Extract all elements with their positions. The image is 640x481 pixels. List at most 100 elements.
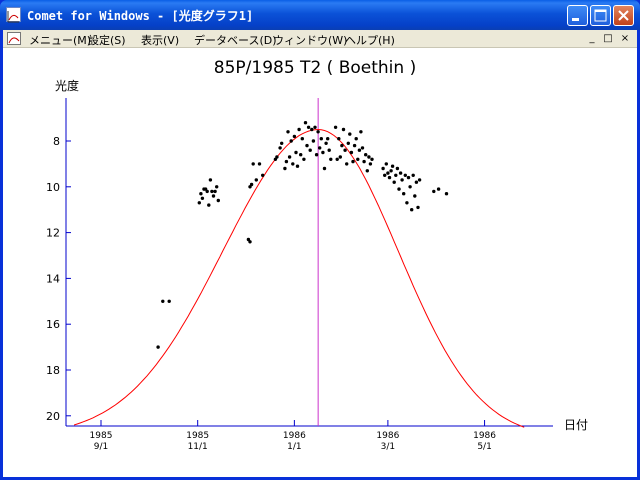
- observation-point: [398, 171, 403, 175]
- observation-point: [294, 150, 298, 155]
- observation-point: [278, 146, 282, 150]
- observation-point: [359, 130, 363, 134]
- observation-point: [360, 146, 365, 150]
- observation-point: [292, 134, 297, 139]
- title-bar[interactable]: Comet for Windows - [光度グラフ1]: [0, 0, 640, 30]
- observation-point: [389, 169, 393, 173]
- minimize-button[interactable]: [567, 5, 588, 26]
- x-tick-label-year: 1986: [283, 431, 306, 441]
- observation-point: [200, 196, 205, 200]
- observation-point: [205, 189, 209, 194]
- brightness-chart: 85P/1985 T2 ( Boethin ) 光度 日付 8 10 12 14 16 1…: [46, 58, 588, 452]
- chart-area: 85P/1985 T2 ( Boethin ) 光度 日付 8 10 12 14 16 1…: [3, 48, 637, 477]
- observation-point: [314, 153, 319, 157]
- minimize-icon: [572, 18, 579, 21]
- y-tick-label: 18: [46, 364, 60, 377]
- close-icon: [618, 10, 629, 21]
- observation-point: [387, 175, 392, 180]
- observation-point: [327, 148, 331, 152]
- observation-point: [324, 141, 328, 145]
- observation-point: [394, 173, 398, 177]
- light-curve: [73, 128, 525, 428]
- observation-point: [311, 139, 316, 143]
- observation-point: [289, 139, 293, 143]
- observation-point: [416, 205, 420, 210]
- window-border: [0, 477, 640, 480]
- observation-point: [306, 125, 311, 129]
- observation-point: [349, 150, 354, 155]
- observation-point: [351, 159, 355, 164]
- observation-point: [257, 162, 262, 166]
- observation-point: [413, 194, 417, 198]
- observation-point: [390, 164, 395, 168]
- maximize-icon: [594, 9, 607, 22]
- observation-point: [356, 157, 360, 161]
- observation-point: [343, 148, 347, 152]
- x-tick-label-year: 1986: [376, 431, 399, 441]
- observation-point: [368, 162, 373, 166]
- observation-point: [370, 157, 374, 161]
- observation-point: [364, 153, 368, 157]
- app-icon[interactable]: [6, 7, 21, 23]
- observation-point: [299, 153, 303, 157]
- y-tick-label: 14: [46, 272, 60, 285]
- mdi-minimize-button[interactable]: _: [589, 33, 595, 44]
- observation-point: [367, 155, 371, 159]
- observation-point: [215, 185, 219, 189]
- observation-point: [199, 192, 203, 196]
- observation-point: [403, 173, 407, 177]
- document-icon[interactable]: [7, 32, 21, 45]
- observation-point: [436, 187, 441, 191]
- observation-point: [291, 162, 295, 166]
- observation-point: [335, 157, 339, 161]
- menu-item-window[interactable]: ウィンドウ(W): [273, 34, 348, 47]
- observation-point: [316, 130, 320, 134]
- observation-point: [211, 194, 216, 198]
- observation-point: [408, 185, 412, 189]
- observation-point: [346, 141, 350, 145]
- observation-point: [354, 137, 358, 141]
- menu-item-settings[interactable]: 設定(S): [88, 34, 126, 47]
- observation-point: [284, 159, 289, 164]
- x-tick-label-date: 3/1: [381, 442, 395, 452]
- close-button[interactable]: [613, 5, 634, 26]
- y-axis-label: 光度: [55, 78, 79, 93]
- observation-point: [432, 189, 436, 194]
- window-title: Comet for Windows - [光度グラフ1]: [27, 9, 254, 23]
- menu-bar: メニュー(M) 設定(S) 表示(V) データベース(D) ウィンドウ(W) ヘ…: [3, 30, 637, 48]
- observation-point: [302, 157, 306, 161]
- observation-point: [411, 173, 415, 177]
- observation-point: [395, 166, 400, 171]
- observation-point: [345, 162, 349, 166]
- observation-point: [319, 137, 323, 141]
- observation-point: [338, 155, 342, 159]
- observation-point: [386, 171, 390, 175]
- y-tick-label: 12: [46, 227, 60, 240]
- menu-item-view[interactable]: 表示(V): [141, 34, 180, 47]
- observation-point: [286, 130, 290, 134]
- mdi-restore-button[interactable]: □: [603, 33, 613, 44]
- x-tick-label-year: 1985: [186, 431, 209, 441]
- observation-point: [308, 148, 312, 152]
- maximize-button[interactable]: [590, 5, 611, 26]
- menu-item-database[interactable]: データベース(D): [194, 34, 277, 47]
- menu-item-help[interactable]: ヘルプ(H): [345, 34, 395, 47]
- observation-point: [352, 143, 357, 148]
- observation-point: [365, 169, 369, 173]
- observation-point: [329, 157, 333, 161]
- observation-point: [167, 299, 171, 303]
- observation-point: [318, 146, 322, 150]
- observation-point: [417, 178, 422, 182]
- observation-point: [156, 345, 160, 349]
- observation-point: [400, 178, 404, 182]
- y-tick-label: 10: [46, 181, 60, 194]
- mdi-close-button[interactable]: ×: [620, 33, 630, 44]
- x-tick-label-year: 1985: [90, 431, 113, 441]
- observation-point: [249, 182, 254, 187]
- observation-point: [383, 173, 387, 177]
- menu-item-menu[interactable]: メニュー(M): [29, 34, 92, 47]
- observation-point: [357, 148, 362, 152]
- observation-point: [384, 162, 388, 166]
- observation-point: [340, 143, 344, 148]
